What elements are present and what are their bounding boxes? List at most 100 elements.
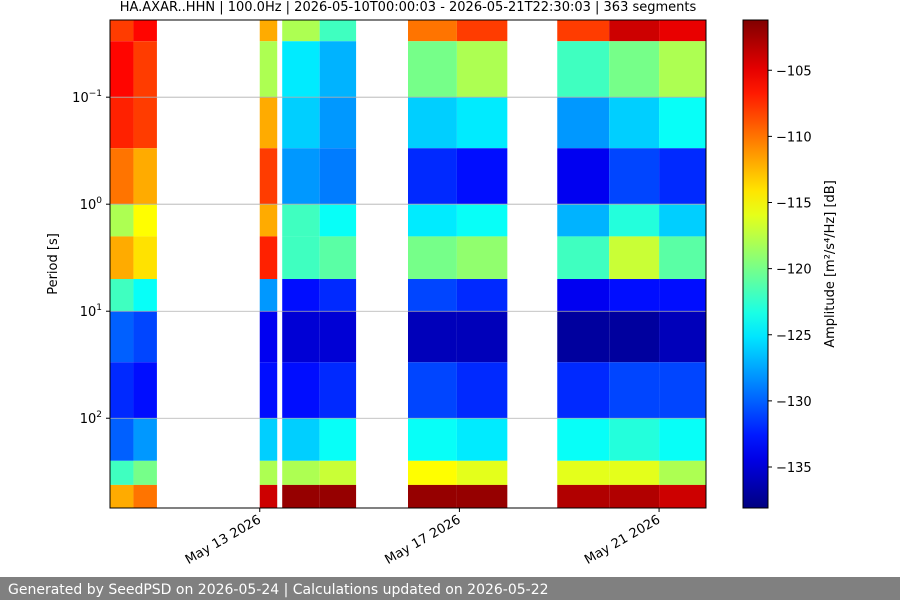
cell (259, 20, 278, 42)
cell (110, 362, 134, 419)
cell (110, 97, 134, 149)
y-tick-label: 100 (80, 196, 103, 213)
cell (282, 204, 320, 237)
y-tick-exponent: 2 (96, 410, 102, 420)
cell (110, 311, 134, 363)
cell (659, 418, 706, 461)
colorbar-tick-label: −125 (776, 329, 812, 344)
y-axis-label: Period [s] (46, 233, 61, 295)
cell (110, 204, 134, 237)
cell (282, 148, 320, 205)
cell (557, 236, 610, 280)
cell (609, 236, 660, 280)
y-tick-exponent: −1 (89, 89, 102, 99)
cell (282, 20, 320, 42)
cell (456, 41, 508, 98)
cell (609, 41, 660, 98)
cell (408, 460, 457, 485)
cell (319, 97, 357, 149)
cell (557, 311, 610, 363)
colorbar-tick-label: −130 (776, 395, 812, 410)
cell (319, 279, 357, 312)
cell (133, 236, 157, 280)
cell (259, 97, 278, 149)
cell (557, 279, 610, 312)
cell (408, 20, 457, 42)
cell (456, 460, 508, 485)
colorbar-tick-label: −115 (776, 197, 812, 212)
cell (282, 236, 320, 280)
cell (557, 418, 610, 461)
colorbar (742, 19, 769, 509)
cell (259, 311, 278, 363)
cell (133, 204, 157, 237)
cell (110, 279, 134, 312)
cell (659, 460, 706, 485)
cell (110, 236, 134, 280)
cell (659, 97, 706, 149)
cell (259, 204, 278, 237)
cell (133, 148, 157, 205)
y-tick-base: 10 (80, 305, 97, 320)
cell (282, 97, 320, 149)
cell (408, 236, 457, 280)
cell (259, 460, 278, 485)
cell (110, 41, 134, 98)
cell (259, 236, 278, 280)
cell (259, 418, 278, 461)
cell (456, 236, 508, 280)
cell (456, 97, 508, 149)
cell (609, 279, 660, 312)
cell (282, 41, 320, 98)
cell (557, 484, 610, 508)
x-tick-label: May 21 2026 (582, 512, 663, 567)
colorbar-tick-label: −135 (776, 461, 812, 476)
cell (282, 418, 320, 461)
cell (659, 484, 706, 508)
cell (557, 97, 610, 149)
cell (282, 279, 320, 312)
plot-frame (109, 19, 707, 509)
x-tick-label: May 13 2026 (183, 512, 264, 567)
cell (659, 236, 706, 280)
cell (110, 20, 134, 42)
footer: Generated by SeedPSD on 2026-05-24 | Cal… (8, 582, 549, 598)
cell (659, 148, 706, 205)
cell (408, 204, 457, 237)
cell (408, 148, 457, 205)
cell (408, 97, 457, 149)
cell (282, 484, 320, 508)
cell (133, 418, 157, 461)
x-tick-label: May 17 2026 (382, 512, 463, 567)
chart-title: HA.AXAR..HHN | 100.0Hz | 2026-05-10T00:0… (120, 0, 697, 15)
cell (133, 460, 157, 485)
cell (259, 484, 278, 508)
y-tick-base: 10 (80, 412, 97, 427)
cell (456, 279, 508, 312)
cell (557, 148, 610, 205)
cell (456, 484, 508, 508)
y-tick-label: 101 (80, 303, 102, 320)
footer-bar (0, 577, 900, 600)
cell (319, 362, 357, 419)
cell (408, 311, 457, 363)
cell (133, 41, 157, 98)
cell (609, 148, 660, 205)
cell (133, 279, 157, 312)
cell (456, 418, 508, 461)
cell (609, 418, 660, 461)
colorbar-tick-label: −110 (776, 130, 812, 145)
cell (319, 418, 357, 461)
cell (408, 418, 457, 461)
cell (609, 311, 660, 363)
cell (133, 311, 157, 363)
cell (133, 97, 157, 149)
cell (659, 20, 706, 42)
cell (319, 41, 357, 98)
cell (659, 41, 706, 98)
cell (659, 362, 706, 419)
cell (319, 484, 357, 508)
cell (110, 484, 134, 508)
cell (609, 97, 660, 149)
